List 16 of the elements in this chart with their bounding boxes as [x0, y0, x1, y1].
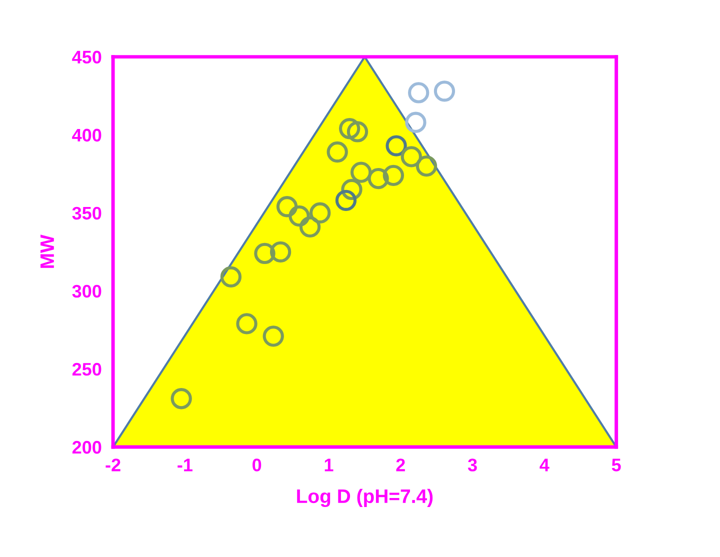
- y-tick-label: 200: [72, 440, 102, 454]
- x-tick-label: 1: [324, 458, 334, 472]
- y-tick-label: 450: [72, 50, 102, 64]
- x-tick-label: 5: [612, 458, 621, 472]
- x-axis-title: Log D (pH=7.4): [297, 488, 433, 508]
- y-tick-label: 250: [72, 362, 102, 376]
- x-tick-label: 0: [252, 458, 262, 472]
- y-tick-label: 300: [72, 284, 102, 298]
- x-tick-label: -1: [178, 458, 192, 472]
- x-tick-label: 3: [468, 458, 477, 472]
- x-tick-label: 4: [540, 458, 550, 472]
- y-axis-title: MW: [40, 234, 54, 268]
- x-tick-label: 2: [396, 458, 405, 472]
- x-tick-label: -2: [106, 458, 120, 472]
- y-tick-label: 400: [72, 128, 102, 142]
- y-tick-label: 350: [72, 206, 102, 220]
